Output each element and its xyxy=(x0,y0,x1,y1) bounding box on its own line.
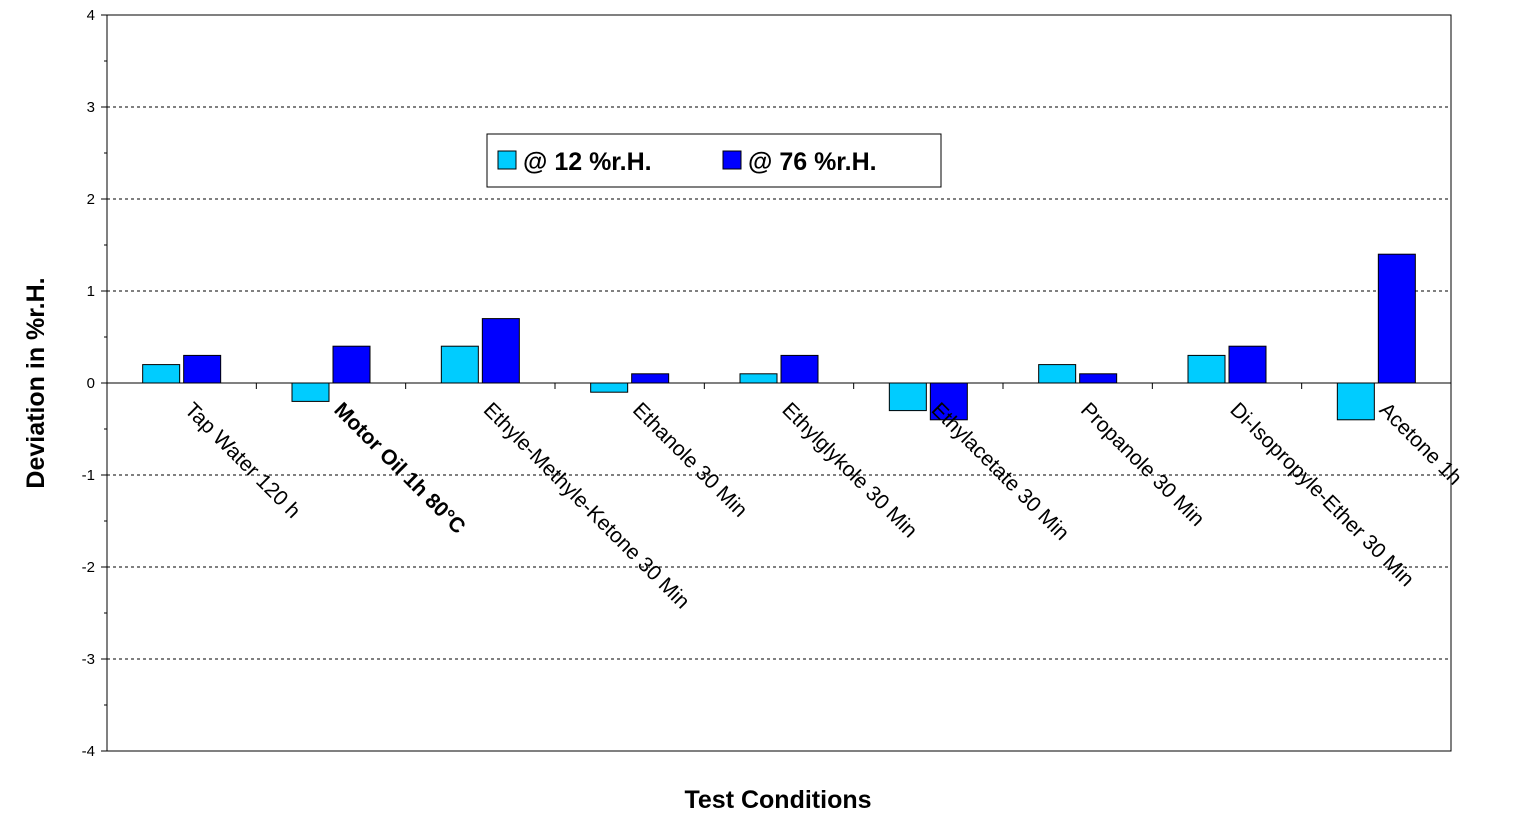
legend-label-series-2: @ 76 %r.H. xyxy=(748,148,877,176)
y-tick-label: -3 xyxy=(82,651,95,668)
x-category-label: Propanole 30 Min xyxy=(1076,398,1209,531)
bar-series-1-1 xyxy=(142,364,181,384)
y-tick-label: -4 xyxy=(82,743,95,760)
bar-series-2-5 xyxy=(780,354,819,384)
y-axis-title: Deviation in %r.H. xyxy=(22,277,50,488)
bar-series-2-2 xyxy=(332,345,371,384)
legend-label-series-1: @ 12 %r.H. xyxy=(523,148,652,176)
y-tick-label: 2 xyxy=(87,191,95,208)
bar-series-2-6 xyxy=(929,382,968,421)
grid-lines xyxy=(107,106,1451,660)
bar-series-1-6 xyxy=(888,382,927,412)
x-category-label: Acetone 1h xyxy=(1375,398,1466,489)
bar-series-1-9 xyxy=(1336,382,1375,421)
x-category-label: Ethylacetate 30 Min xyxy=(927,398,1074,545)
y-tick-label: -2 xyxy=(82,559,95,576)
x-category-label: Tap Water 120 h xyxy=(180,398,305,523)
bar-series-2-1 xyxy=(183,354,222,384)
y-tick-label: 4 xyxy=(87,7,95,24)
y-tick-label: 3 xyxy=(87,99,95,116)
legend-box xyxy=(486,133,942,188)
bars xyxy=(142,253,1416,421)
x-axis-title: Test Conditions xyxy=(684,786,871,814)
y-tick-label: 1 xyxy=(87,283,95,300)
bar-series-1-5 xyxy=(739,373,778,384)
bar-series-2-3 xyxy=(481,318,520,384)
legend-swatch-series-1 xyxy=(497,150,517,170)
bar-series-2-9 xyxy=(1377,253,1416,384)
y-tick-label: -1 xyxy=(82,467,95,484)
x-category-label: Motor Oil 1h 80°C xyxy=(329,398,469,538)
bar-series-1-2 xyxy=(291,382,330,402)
y-tick-label: 0 xyxy=(87,375,95,392)
bar-series-2-4 xyxy=(631,373,670,384)
bar-series-2-8 xyxy=(1228,345,1267,384)
bar-series-1-7 xyxy=(1038,364,1077,384)
x-category-label: Ethanole 30 Min xyxy=(628,398,752,522)
bar-series-1-3 xyxy=(440,345,479,384)
legend-swatch-series-2 xyxy=(722,150,742,170)
category-labels: Tap Water 120 h Motor Oil 1h 80°C Ethyle-M… xyxy=(180,398,1466,613)
legend: @ 12 %r.H. @ 76 %r.H. xyxy=(486,133,942,188)
bar-series-1-4 xyxy=(590,382,629,393)
bar-series-1-8 xyxy=(1187,354,1226,384)
x-category-label: Ethylglykole 30 Min xyxy=(777,398,921,542)
bar-series-2-7 xyxy=(1079,373,1118,384)
y-axis: -4 -3 -2 -1 0 1 2 3 4 xyxy=(82,7,1452,760)
